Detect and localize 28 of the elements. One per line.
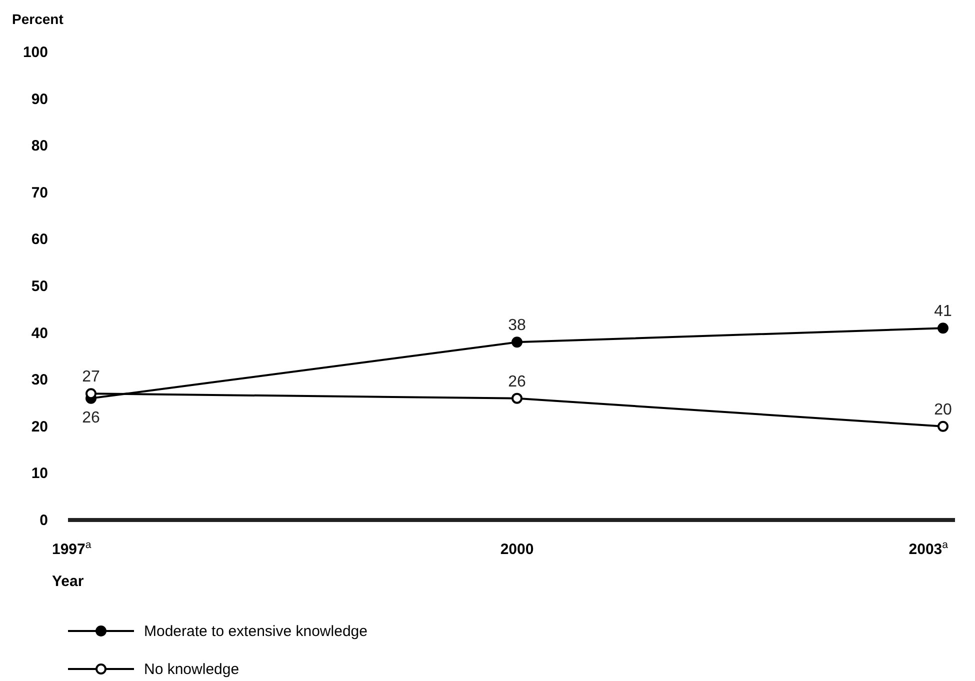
- y-tick-label: 20: [31, 418, 48, 436]
- legend-label: Moderate to extensive knowledge: [144, 623, 368, 640]
- y-tick-label: 40: [31, 324, 48, 342]
- data-label: 38: [508, 317, 526, 334]
- x-tick-label: 2003$^{a}$: [908, 539, 948, 558]
- data-label: 26: [82, 409, 100, 426]
- point: [512, 392, 522, 404]
- data-label: 20: [934, 401, 952, 418]
- legend-label: No knowledge: [144, 661, 240, 678]
- y-tick-label: 0: [40, 512, 48, 529]
- y-tick-label: 60: [31, 231, 48, 248]
- point: [938, 420, 948, 432]
- x-axis-title: Year: [52, 573, 84, 590]
- x-tick-label: 1997$^{a}$: [52, 539, 92, 558]
- y-tick-label: 50: [31, 278, 48, 295]
- y-tick-label: 80: [31, 138, 48, 155]
- y-tick-label: 10: [31, 465, 48, 482]
- y-tick-label: 30: [31, 372, 48, 389]
- point: [512, 336, 522, 348]
- y-tick-label: 100: [22, 44, 48, 61]
- y-axis-title: Percent: [12, 11, 64, 27]
- x-tick-label: 2000: [500, 541, 534, 558]
- data-label: 41: [934, 303, 952, 320]
- data-label: 27: [82, 368, 100, 386]
- y-tick-label: 70: [31, 184, 48, 202]
- point: [938, 322, 948, 334]
- y-tick-label: 90: [31, 90, 48, 108]
- data-label: 26: [508, 373, 526, 390]
